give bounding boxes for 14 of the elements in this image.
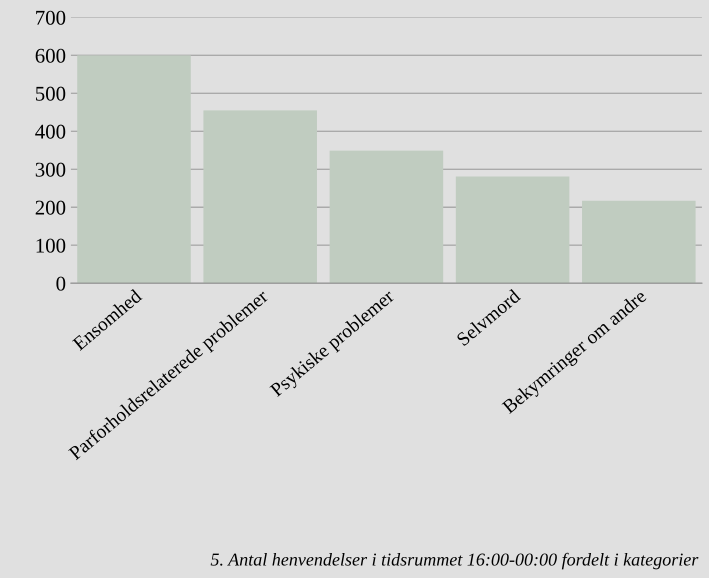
y-tick-label: 300 xyxy=(36,162,66,177)
y-tick-label: 500 xyxy=(36,86,66,101)
bar xyxy=(456,176,570,284)
text: 5. Antal henvendelser i tidsrummet 16:00-00:00 fordelt i kategorier xyxy=(210,552,698,570)
y-tick-label: 100 xyxy=(36,238,66,253)
bar xyxy=(77,55,191,284)
y-tick-label: 600 xyxy=(36,48,66,63)
y-tick-label: 200 xyxy=(36,200,66,215)
bar xyxy=(582,200,696,284)
y-tick-label: 700 xyxy=(36,10,66,25)
y-tick-label: 400 xyxy=(35,124,66,139)
bar xyxy=(330,150,444,284)
y-tick-label: 0 xyxy=(56,276,66,291)
bar xyxy=(203,110,317,284)
